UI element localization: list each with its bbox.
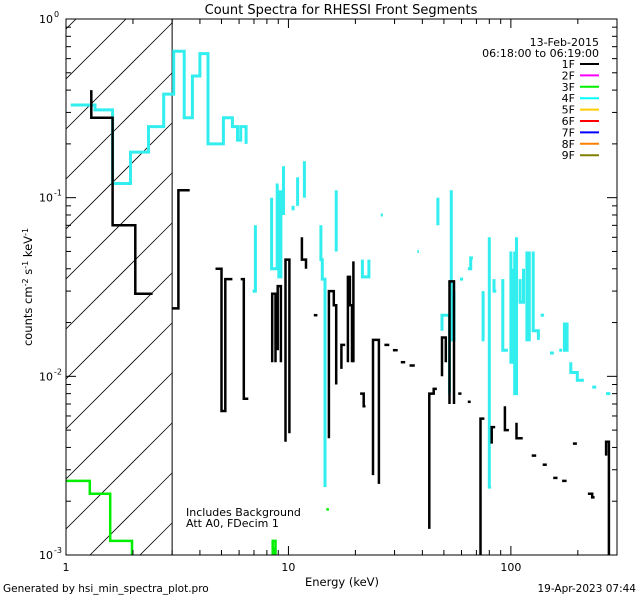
series-1F-segment (503, 406, 509, 432)
time-range-label: 06:18:00 to 06:19:00 (482, 47, 599, 60)
series-4F-segment (525, 251, 531, 342)
y-tick-label: 10 (39, 13, 53, 26)
series-1F (90, 90, 611, 555)
hatch-line (66, 122, 173, 230)
series-4F-segment (252, 225, 257, 293)
hatch-line (66, 272, 173, 380)
series-1F-segment (360, 392, 366, 408)
y-tick-exponent: -2 (54, 367, 62, 376)
legend-label-8F: 8F (562, 138, 575, 151)
series-4F-segment (319, 225, 327, 488)
series-4F-segment (70, 49, 248, 185)
y-axis-label: counts cm-2 s-1 keV-1 (21, 228, 36, 346)
series-4F-segment (270, 183, 279, 271)
series-4F-segment (492, 279, 497, 293)
legend-label-7F: 7F (562, 126, 575, 139)
hatch-line (66, 19, 77, 30)
legend-label-9F: 9F (562, 149, 575, 162)
y-tick-label: 10 (39, 370, 53, 383)
y-tick-exponent: -3 (54, 546, 62, 555)
annotation-background: Includes Background (186, 506, 301, 519)
hatch-line (66, 72, 173, 180)
annotation-attenuator: Att A0, FDecim 1 (186, 517, 279, 530)
series-1F-segment (515, 422, 523, 440)
legend-label-2F: 2F (562, 69, 575, 82)
series-1F-segment (371, 338, 381, 484)
series-1F-segment (604, 440, 611, 555)
series-4F-segment (569, 362, 584, 382)
hatch-line (66, 222, 173, 330)
series-3F-segment (66, 479, 134, 555)
chart-title: Count Spectra for RHESSI Front Segments (205, 3, 478, 18)
legend-label-3F: 3F (562, 81, 575, 94)
series-1F-segment (276, 284, 283, 363)
series-1F-segment (240, 277, 249, 400)
hatch-line (66, 422, 173, 530)
series-1F-segment (172, 189, 190, 310)
series-1F-segment (428, 387, 437, 529)
series-4F-segment (501, 279, 508, 352)
footer-timestamp: 19-Apr-2023 07:44 (537, 583, 636, 595)
legend-label-1F: 1F (562, 58, 575, 71)
series-4F (70, 49, 611, 489)
series-4F-segment (518, 268, 525, 304)
series-4F-segment (481, 291, 485, 342)
legend-label-5F: 5F (562, 104, 575, 117)
y-tick-exponent: 0 (54, 10, 59, 19)
x-tick-label: 100 (500, 561, 521, 574)
series-1F-segment (587, 492, 595, 499)
date-label: 13-Feb-2015 (530, 36, 599, 49)
series-1F-segment (440, 336, 448, 377)
series-1F-segment (448, 280, 456, 404)
x-axis-label: Energy (keV) (305, 575, 379, 589)
y-tick-label: 10 (39, 549, 53, 562)
y-tick-exponent: -1 (54, 189, 62, 198)
legend-label-4F: 4F (562, 92, 575, 105)
series-1F-segment (490, 425, 496, 444)
hatch-line (66, 22, 173, 130)
series-1F-segment (340, 343, 346, 369)
series-4F-segment (487, 237, 492, 489)
footer-generated-by: Generated by hsi_min_spectra_plot.pro (3, 583, 209, 595)
series-4F-segment (360, 259, 371, 279)
series-1F-segment (479, 417, 485, 555)
series-group (66, 49, 611, 555)
hatch-line (66, 372, 173, 480)
series-1F-segment (215, 267, 233, 413)
series-1F-segment (327, 289, 338, 439)
hatched-region (66, 19, 173, 555)
hatch-line (139, 522, 173, 555)
series-4F-segment (277, 190, 283, 279)
series-1F-segment (90, 90, 153, 295)
x-tick-label: 10 (281, 561, 295, 574)
hatch-line (66, 322, 173, 430)
series-4F-segment (509, 251, 514, 364)
hatch-line (89, 472, 173, 555)
x-tick-label: 1 (63, 561, 70, 574)
series-4F-segment (562, 322, 569, 352)
series-4F-segment (513, 237, 518, 396)
series-4F-segment (467, 256, 473, 271)
series-1F-segment (346, 275, 354, 363)
hatch-line (66, 19, 127, 80)
series-1F-segment (270, 292, 277, 363)
series-4F-segment (531, 251, 540, 340)
y-tick-label: 10 (39, 192, 53, 205)
legend-label-6F: 6F (562, 115, 575, 128)
plot-frame (65, 18, 618, 556)
series-3F (66, 479, 329, 555)
series-1F-segment (300, 237, 308, 269)
series-1F-segment (284, 258, 291, 442)
